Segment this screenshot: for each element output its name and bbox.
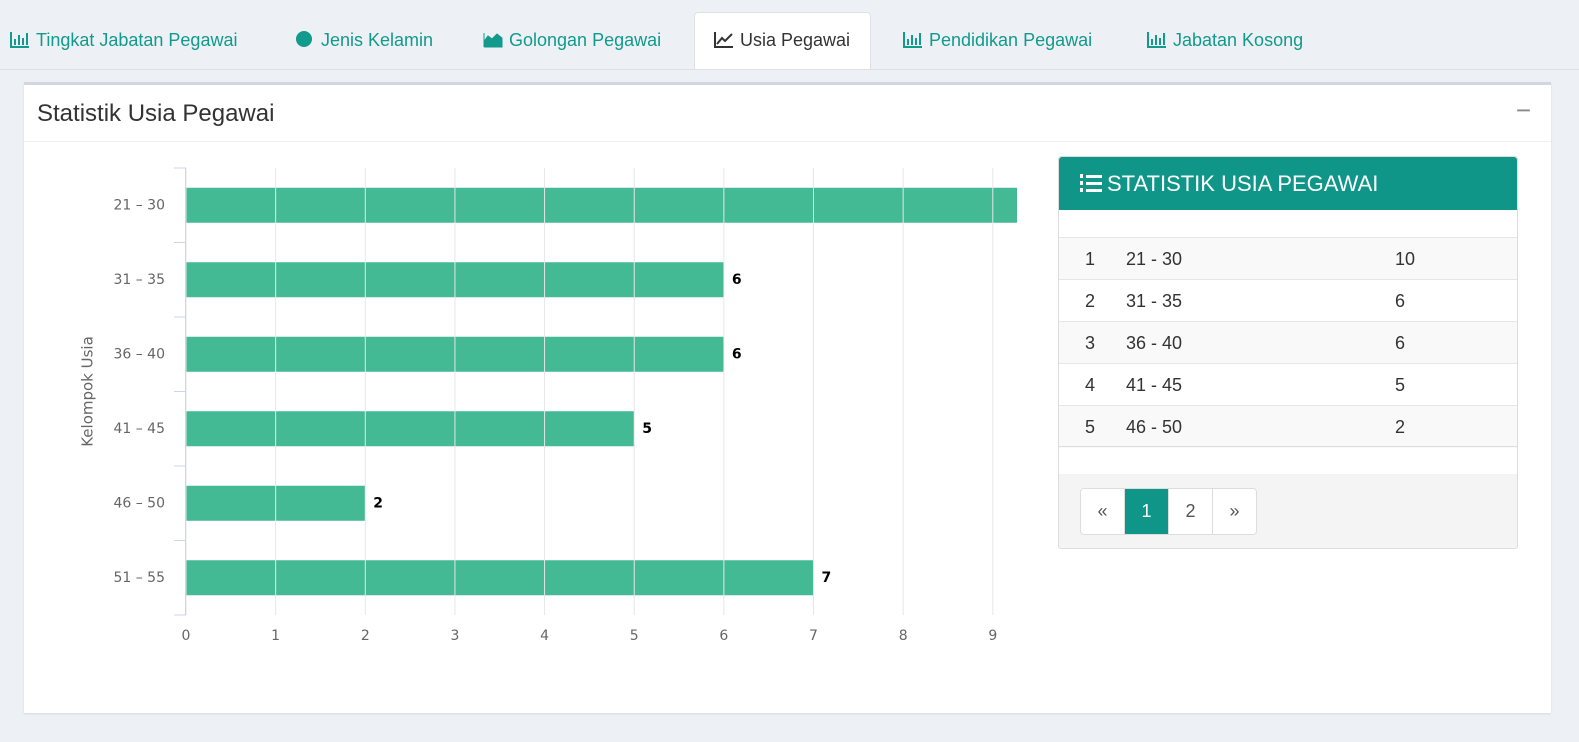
table: 1 21 - 30 10 2 31 - 35 6 3 36 - 40 6 4 41 - 45 5 5 46… — [1059, 210, 1517, 474]
card-header: STATISTIK USIA PEGAWAI — [1059, 157, 1517, 210]
x-tick-label: 7 — [809, 628, 818, 644]
tab-icon — [10, 32, 29, 48]
icon-shape — [483, 33, 503, 48]
tab-label: Tingkat Jabatan Pegawai — [36, 30, 238, 50]
table-cell: 5 — [1395, 375, 1406, 395]
tab-label: Pendidikan Pegawai — [929, 30, 1093, 50]
x-tick-label: 0 — [182, 628, 191, 644]
y-tick-label: 36 – 40 — [113, 346, 165, 362]
table-cell: 6 — [1395, 291, 1406, 311]
tab[interactable]: Jenis Kelamin — [295, 13, 433, 68]
bar — [186, 187, 1017, 223]
y-tick-label: 51 – 55 — [113, 570, 165, 586]
table-cell: 2 — [1085, 291, 1096, 311]
tab-icon — [714, 32, 733, 48]
y-axis-title: Kelompok Usia — [79, 336, 97, 447]
table-row: 3 36 - 40 6 — [1059, 321, 1517, 364]
bar — [186, 560, 814, 596]
tab-icon — [903, 32, 922, 48]
table-cell: 46 - 50 — [1126, 417, 1183, 437]
tab-label: Jabatan Kosong — [1173, 30, 1304, 50]
panel-title: Statistik Usia Pegawai — [37, 100, 275, 127]
x-tick-label: 9 — [988, 628, 997, 644]
table-cell: 6 — [1395, 333, 1406, 353]
pagination: « 1 2» — [1080, 488, 1257, 535]
x-tick-label: 4 — [540, 628, 549, 644]
tab-label: Usia Pegawai — [740, 30, 851, 50]
bar — [186, 411, 635, 447]
table-row: 1 21 - 30 10 — [1059, 237, 1517, 280]
table-cell: 4 — [1085, 375, 1096, 395]
table-cell: 41 - 45 — [1126, 375, 1183, 395]
data-label: 5 — [642, 421, 652, 437]
table-cell: 2 — [1395, 417, 1406, 437]
data-label: 2 — [373, 495, 383, 511]
y-tick-label: 41 – 45 — [113, 421, 165, 437]
y-tick-label: 21 – 30 — [113, 197, 165, 213]
collapse-button[interactable]: − — [1515, 95, 1531, 125]
table-cell: 36 - 40 — [1126, 333, 1183, 353]
card-title: STATISTIK USIA PEGAWAI — [1107, 171, 1379, 196]
y-tick-label: 46 – 50 — [113, 495, 165, 511]
table-bottom — [1059, 446, 1517, 447]
table-cell: 3 — [1085, 333, 1096, 353]
page-button[interactable]: 2 — [1168, 489, 1212, 534]
x-tick-label: 6 — [719, 628, 728, 644]
page-button[interactable]: 1 — [1124, 489, 1168, 534]
icon-shape — [903, 32, 922, 48]
tab-icon — [483, 33, 503, 48]
table-cell: 1 — [1085, 249, 1096, 269]
data-label: 6 — [732, 272, 742, 288]
x-tick-label: 2 — [361, 628, 370, 644]
tab[interactable]: Pendidikan Pegawai — [903, 13, 1092, 68]
icon-shape — [296, 31, 312, 47]
icon-shape — [10, 32, 29, 48]
icon-shape — [1147, 32, 1166, 48]
divider — [24, 141, 1551, 142]
tab[interactable]: Tingkat Jabatan Pegawai — [10, 13, 237, 68]
tab-bar: Tingkat Jabatan Pegawai Jenis Kelamin Golo… — [0, 12, 1579, 70]
tab-label: Jenis Kelamin — [321, 30, 434, 50]
x-tick-label: 5 — [630, 628, 639, 644]
table-cell: 10 — [1395, 249, 1416, 269]
page-button[interactable]: » — [1212, 489, 1256, 534]
tab[interactable]: Golongan Pegawai — [483, 13, 661, 68]
page-button[interactable]: « — [1097, 501, 1108, 521]
table-cell: 21 - 30 — [1126, 249, 1183, 269]
stats-card: STATISTIK USIA PEGAWAI 1 21 - 30 10 2 31 - 3… — [1058, 156, 1518, 549]
list-icon — [1080, 174, 1102, 192]
table-row: 2 31 - 35 6 — [1059, 279, 1517, 322]
icon-shape — [714, 32, 733, 48]
y-tick-label: 31 – 35 — [113, 272, 165, 288]
table-cell: 31 - 35 — [1126, 291, 1183, 311]
x-tick-label: 8 — [899, 628, 908, 644]
x-tick-label: 1 — [271, 628, 280, 644]
data-label: 7 — [822, 570, 832, 586]
table-row: 4 41 - 45 5 — [1059, 363, 1517, 406]
table-row: 5 46 - 50 2 — [1059, 405, 1517, 448]
table-cell: 5 — [1085, 417, 1096, 437]
data-label: 6 — [732, 346, 742, 362]
tab-icon — [1147, 32, 1166, 48]
tab[interactable]: Jabatan Kosong — [1147, 13, 1303, 68]
tab[interactable]: Usia Pegawai — [694, 12, 872, 69]
tab-label: Golongan Pegawai — [509, 30, 662, 50]
x-tick-label: 3 — [450, 628, 459, 644]
tab-icon — [296, 31, 312, 47]
